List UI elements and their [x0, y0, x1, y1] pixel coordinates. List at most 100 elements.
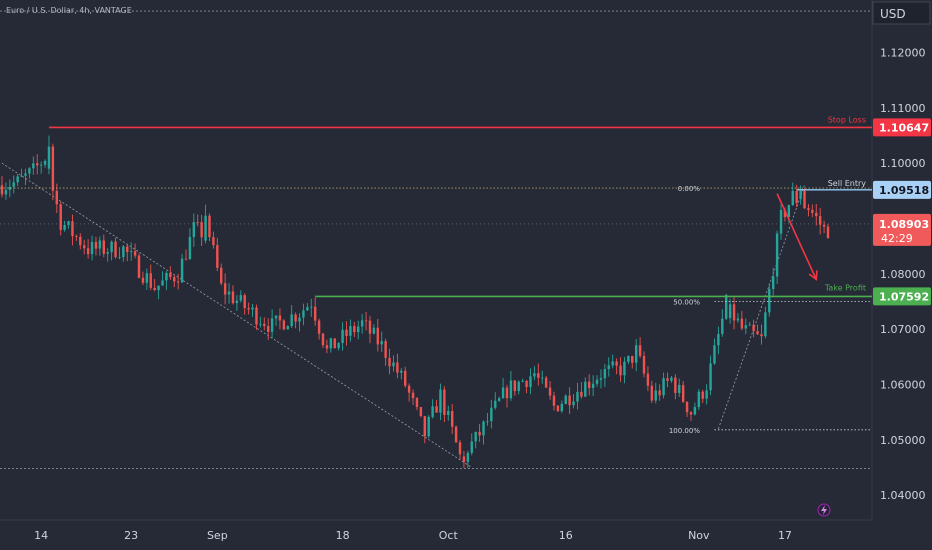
- candle: [572, 401, 575, 406]
- candle: [325, 345, 329, 349]
- candle: [384, 341, 387, 358]
- candle: [454, 426, 458, 443]
- candle: [282, 320, 286, 330]
- y-tick-label: 1.05000: [880, 434, 926, 447]
- candle: [638, 345, 642, 356]
- y-tick-label: 1.08000: [880, 268, 926, 281]
- candle: [818, 216, 822, 225]
- candle: [478, 431, 481, 436]
- y-tick-label: 1.12000: [880, 47, 926, 60]
- candle: [400, 370, 403, 373]
- candle: [775, 233, 779, 277]
- candle: [200, 222, 203, 238]
- candle: [79, 236, 82, 246]
- candle: [537, 373, 540, 378]
- candle: [689, 412, 693, 415]
- candle: [94, 241, 98, 249]
- candle: [24, 173, 27, 176]
- candle: [274, 315, 278, 319]
- candle: [294, 314, 297, 322]
- sell-entry-price-tag-bg: [873, 180, 931, 199]
- fib-level-label: 100.00%: [669, 427, 700, 435]
- candle: [486, 421, 489, 422]
- candle: [349, 326, 352, 336]
- current-price-tag-bg: [873, 213, 931, 246]
- candle: [494, 400, 497, 408]
- candle: [685, 401, 689, 413]
- candle: [83, 245, 86, 249]
- candle: [497, 398, 501, 401]
- candle: [822, 224, 826, 227]
- take-profit-price-tag-bg: [873, 287, 931, 306]
- y-tick-label: 1.11000: [880, 102, 926, 115]
- candle: [0, 185, 4, 195]
- candle: [247, 308, 250, 310]
- current-price-tag: 1.08903: [879, 218, 929, 231]
- x-tick-label: 14: [34, 529, 48, 542]
- candle: [580, 391, 583, 397]
- sell-entry-price-tag: 1.09518: [879, 184, 929, 197]
- candle: [404, 370, 407, 386]
- currency-box: [872, 1, 931, 25]
- candle: [188, 237, 192, 260]
- candle: [611, 361, 614, 366]
- candle: [525, 380, 528, 387]
- candle: [63, 225, 66, 230]
- candle: [419, 407, 423, 417]
- candle: [544, 377, 548, 388]
- candle: [212, 237, 215, 246]
- candle: [509, 380, 513, 399]
- candle: [372, 327, 376, 334]
- projection-arrow-shaft: [776, 193, 817, 280]
- candle: [114, 241, 117, 258]
- sell-entry-label: Sell Entry: [828, 179, 867, 188]
- candle: [748, 324, 751, 326]
- candle: [176, 281, 180, 283]
- candle: [439, 389, 442, 413]
- candle: [725, 294, 728, 319]
- candle: [584, 381, 587, 397]
- candle: [811, 209, 814, 213]
- candle: [631, 355, 634, 363]
- candle: [333, 338, 336, 349]
- candle: [450, 411, 454, 427]
- candle: [642, 355, 646, 374]
- candle: [650, 385, 654, 401]
- candle: [705, 390, 708, 399]
- candle: [717, 333, 720, 346]
- candle: [627, 355, 630, 362]
- candle: [102, 240, 105, 254]
- candle: [666, 378, 669, 381]
- candle: [693, 407, 697, 415]
- candle: [709, 363, 712, 391]
- candle: [517, 381, 520, 392]
- candle: [153, 287, 156, 291]
- candle: [681, 384, 685, 402]
- x-tick-label: 18: [336, 529, 350, 542]
- candle: [427, 416, 430, 437]
- candle: [368, 320, 372, 334]
- candle: [306, 307, 309, 311]
- candle: [39, 164, 43, 166]
- candle: [803, 190, 806, 209]
- candle: [353, 326, 356, 333]
- candle: [568, 395, 571, 406]
- take-profit-price-tag: 1.07592: [879, 290, 929, 303]
- candle: [396, 362, 399, 373]
- candle: [43, 160, 47, 165]
- candle: [337, 342, 340, 349]
- candle: [196, 222, 199, 223]
- candle: [145, 273, 149, 283]
- candle: [607, 365, 610, 370]
- fib-level-label: 0.00%: [678, 185, 701, 193]
- candle: [345, 329, 348, 336]
- candle: [266, 325, 270, 332]
- candle: [55, 190, 59, 205]
- currency-label: USD: [880, 7, 906, 21]
- candle: [208, 215, 211, 238]
- candle: [329, 338, 333, 349]
- countdown-label: 42:29: [881, 232, 913, 245]
- candle: [799, 190, 802, 200]
